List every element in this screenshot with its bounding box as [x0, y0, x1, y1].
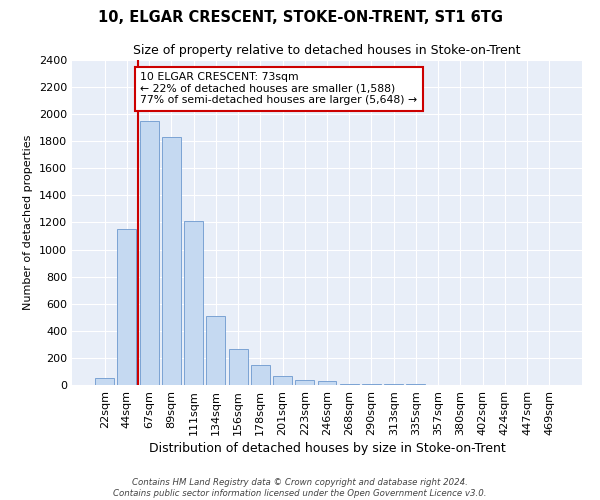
- Title: Size of property relative to detached houses in Stoke-on-Trent: Size of property relative to detached ho…: [133, 44, 521, 58]
- Y-axis label: Number of detached properties: Number of detached properties: [23, 135, 34, 310]
- Bar: [140, 121, 158, 385]
- X-axis label: Distribution of detached houses by size in Stoke-on-Trent: Distribution of detached houses by size …: [149, 442, 505, 455]
- Bar: [206, 316, 225, 385]
- Bar: [317, 381, 337, 385]
- Bar: [295, 380, 314, 385]
- Text: Contains HM Land Registry data © Crown copyright and database right 2024.
Contai: Contains HM Land Registry data © Crown c…: [113, 478, 487, 498]
- Text: 10 ELGAR CRESCENT: 73sqm
← 22% of detached houses are smaller (1,588)
77% of sem: 10 ELGAR CRESCENT: 73sqm ← 22% of detach…: [140, 72, 418, 106]
- Bar: [340, 384, 359, 385]
- Bar: [406, 384, 425, 385]
- Bar: [184, 221, 203, 385]
- Bar: [229, 349, 248, 385]
- Bar: [251, 364, 270, 385]
- Bar: [384, 384, 403, 385]
- Bar: [118, 230, 136, 385]
- Text: 10, ELGAR CRESCENT, STOKE-ON-TRENT, ST1 6TG: 10, ELGAR CRESCENT, STOKE-ON-TRENT, ST1 …: [97, 10, 503, 25]
- Bar: [273, 376, 292, 385]
- Bar: [95, 378, 114, 385]
- Bar: [162, 137, 181, 385]
- Bar: [362, 384, 381, 385]
